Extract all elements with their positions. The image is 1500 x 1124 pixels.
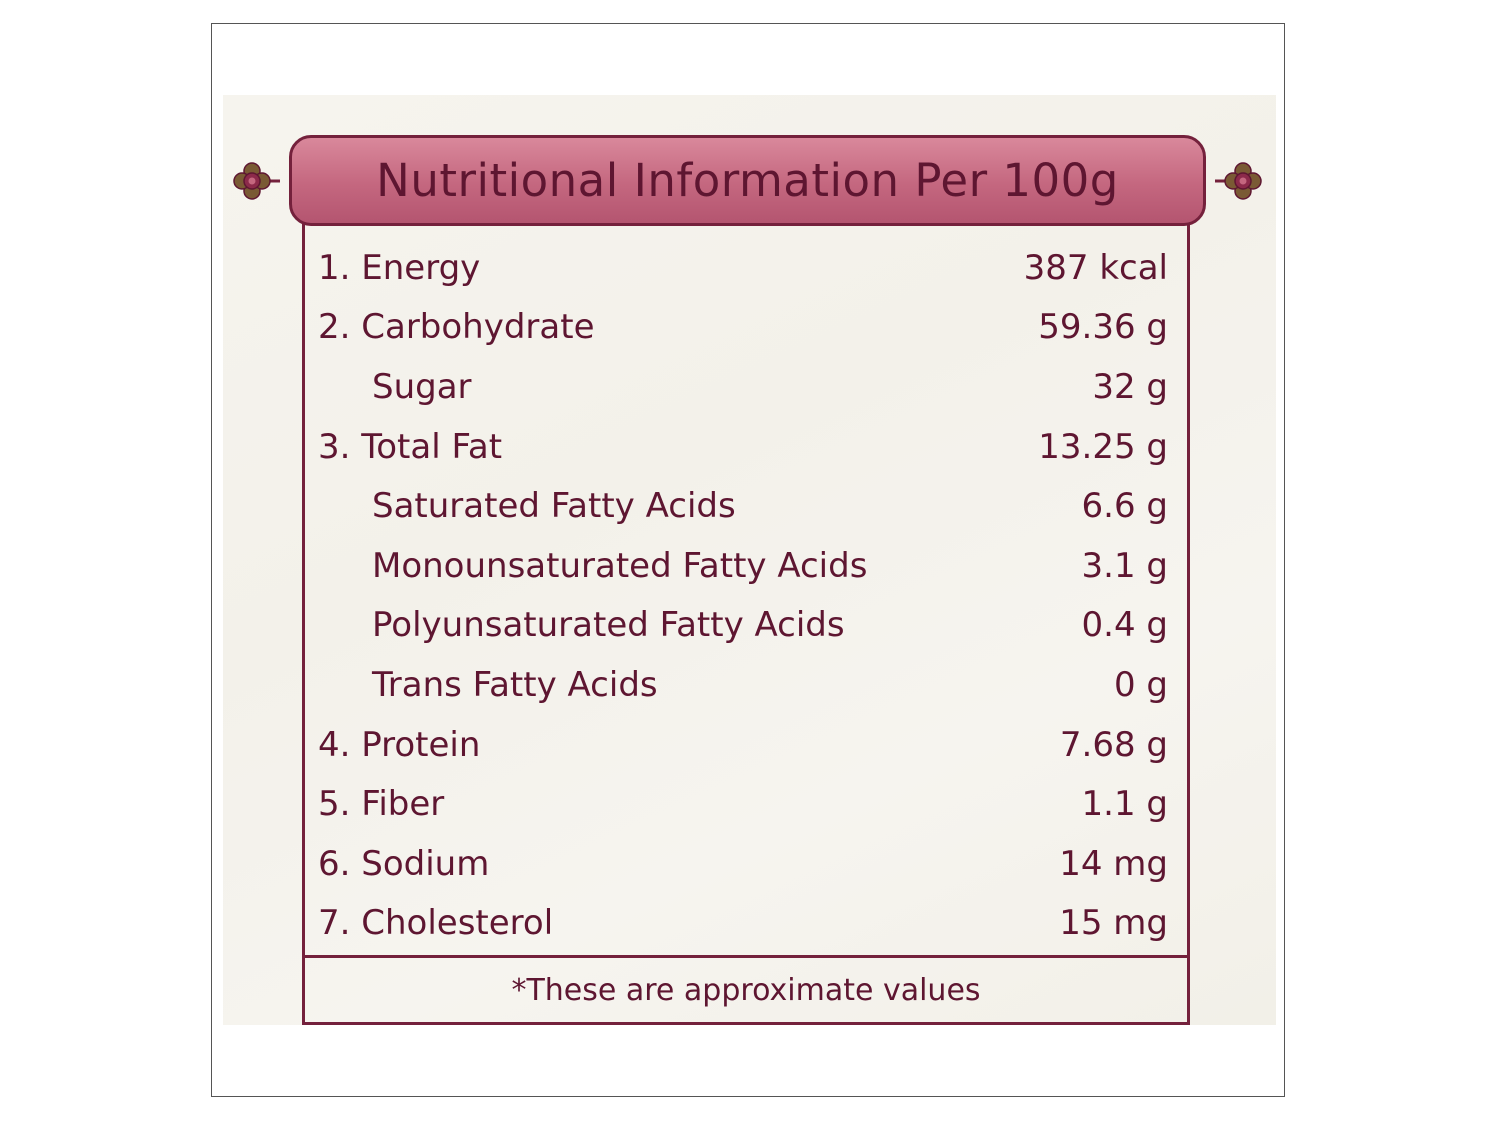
table-row: 2. Carbohydrate 59.36 g [318, 298, 1168, 358]
nutrient-label: 7. Cholesterol [318, 903, 554, 944]
footnote: *These are approximate values [511, 972, 981, 1008]
title-banner: Nutritional Information Per 100g [289, 135, 1206, 226]
table-row: Sugar 32 g [318, 357, 1168, 417]
table-row: Trans Fatty Acids 0 g [318, 655, 1168, 715]
page-title: Nutritional Information Per 100g [376, 154, 1119, 207]
table-row: Polyunsaturated Fatty Acids 0.4 g [318, 596, 1168, 656]
nutrient-label: 6. Sodium [318, 843, 490, 884]
table-row: 5. Fiber 1.1 g [318, 774, 1168, 834]
nutrient-value: 3.1 g [1081, 545, 1168, 586]
nutrient-label: Sugar [372, 366, 472, 407]
nutrient-label: Polyunsaturated Fatty Acids [372, 605, 845, 646]
nutrient-value: 1.1 g [1081, 784, 1168, 825]
nutrient-value: 14 mg [1059, 843, 1168, 884]
nutrient-label: 3. Total Fat [318, 426, 503, 467]
table-row: 6. Sodium 14 mg [318, 834, 1168, 894]
marble-background [223, 95, 1276, 1025]
nutrient-label: 2. Carbohydrate [318, 307, 595, 348]
nutrient-value: 387 kcal [1023, 247, 1168, 288]
nutrient-value: 0 g [1113, 664, 1168, 705]
nutrient-value: 15 mg [1059, 903, 1168, 944]
nutrient-label: 5. Fiber [318, 784, 445, 825]
table-row: 3. Total Fat 13.25 g [318, 417, 1168, 477]
nutrient-label: Saturated Fatty Acids [372, 486, 736, 527]
nutrient-value: 0.4 g [1081, 605, 1168, 646]
table-row: 1. Energy 387 kcal [318, 238, 1168, 298]
table-row: 7. Cholesterol 15 mg [318, 894, 1168, 954]
table-row: Monounsaturated Fatty Acids 3.1 g [318, 536, 1168, 596]
flower-ornament-icon [1215, 162, 1262, 200]
flower-ornament-icon [233, 162, 280, 200]
nutrient-value: 32 g [1092, 366, 1168, 407]
nutrition-table [302, 210, 1190, 1025]
nutrient-value: 59.36 g [1038, 307, 1168, 348]
nutrient-value: 7.68 g [1059, 724, 1168, 765]
nutrient-value: 6.6 g [1081, 486, 1168, 527]
nutrient-label: Trans Fatty Acids [372, 664, 658, 705]
footer-divider [302, 955, 1190, 958]
nutrient-label: 4. Protein [318, 724, 481, 765]
nutrient-label: 1. Energy [318, 247, 481, 288]
nutrient-value: 13.25 g [1038, 426, 1168, 467]
nutrient-label: Monounsaturated Fatty Acids [372, 545, 868, 586]
table-row: 4. Protein 7.68 g [318, 715, 1168, 775]
nutrition-rows: 1. Energy 387 kcal 2. Carbohydrate 59.36… [318, 238, 1168, 953]
table-row: Saturated Fatty Acids 6.6 g [318, 476, 1168, 536]
